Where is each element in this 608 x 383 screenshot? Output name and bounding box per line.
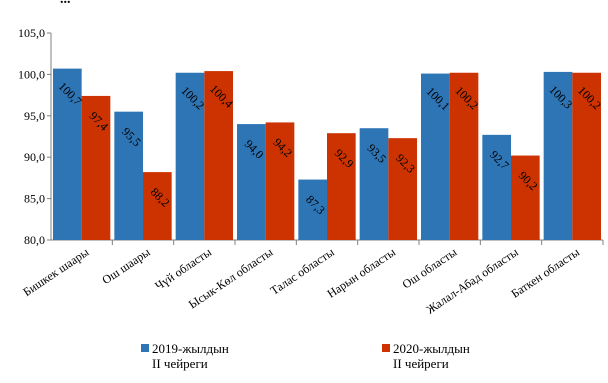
bar [543,71,573,240]
bar [359,128,389,240]
bar [572,72,601,240]
chart-title: ... [60,0,71,8]
x-tick-label: Ош шаары [99,245,152,287]
legend-series-1: 2019-жылдын II чейреги [141,341,229,371]
bar [421,73,450,241]
bar [265,122,295,240]
bar [114,111,143,240]
bar [482,134,511,240]
y-tick-label: 105,0 [18,26,45,40]
legend-label-1-line2: II чейреги [152,356,208,371]
legend-label-2-line2: II чейреги [393,356,449,371]
x-tick-label: Бишкек шаары [20,245,91,299]
bar [388,138,417,240]
bar [298,179,327,240]
bar [449,72,479,240]
x-tick-label: Баткен областы [509,245,582,301]
bar [327,133,356,240]
bar [81,95,111,240]
bar [143,172,172,240]
bar [204,71,233,240]
y-tick-label: 90,0 [24,150,45,164]
bar [175,72,205,240]
legend-label-1-line1: 2019-жылдын [152,341,229,356]
x-tick-label: Ош областы [400,245,460,292]
x-tick-label: Нарын областы [324,245,398,301]
y-tick-labels: 80,0 85,0 90,0 95,0 100,0 105,0 [18,26,45,247]
legend-swatch-2 [382,344,390,352]
bar [53,68,82,240]
legend-series-2: 2020-жылдын II чейреги [382,341,470,371]
legend-label-2-line1: 2020-жылдын [393,341,470,356]
y-tick-label: 100,0 [18,67,45,81]
bars [53,68,601,241]
y-tick-label: 95,0 [24,109,45,123]
legend-swatch-1 [141,344,149,352]
bar [511,155,540,240]
y-tick-label: 85,0 [24,192,45,206]
y-tick-label: 80,0 [24,233,45,247]
x-tick-label: Чүй областы [152,245,214,293]
bar [237,124,266,240]
x-tick-labels: Бишкек шаары Ош шаары Чүй областыЫсык-Көл … [20,245,582,317]
